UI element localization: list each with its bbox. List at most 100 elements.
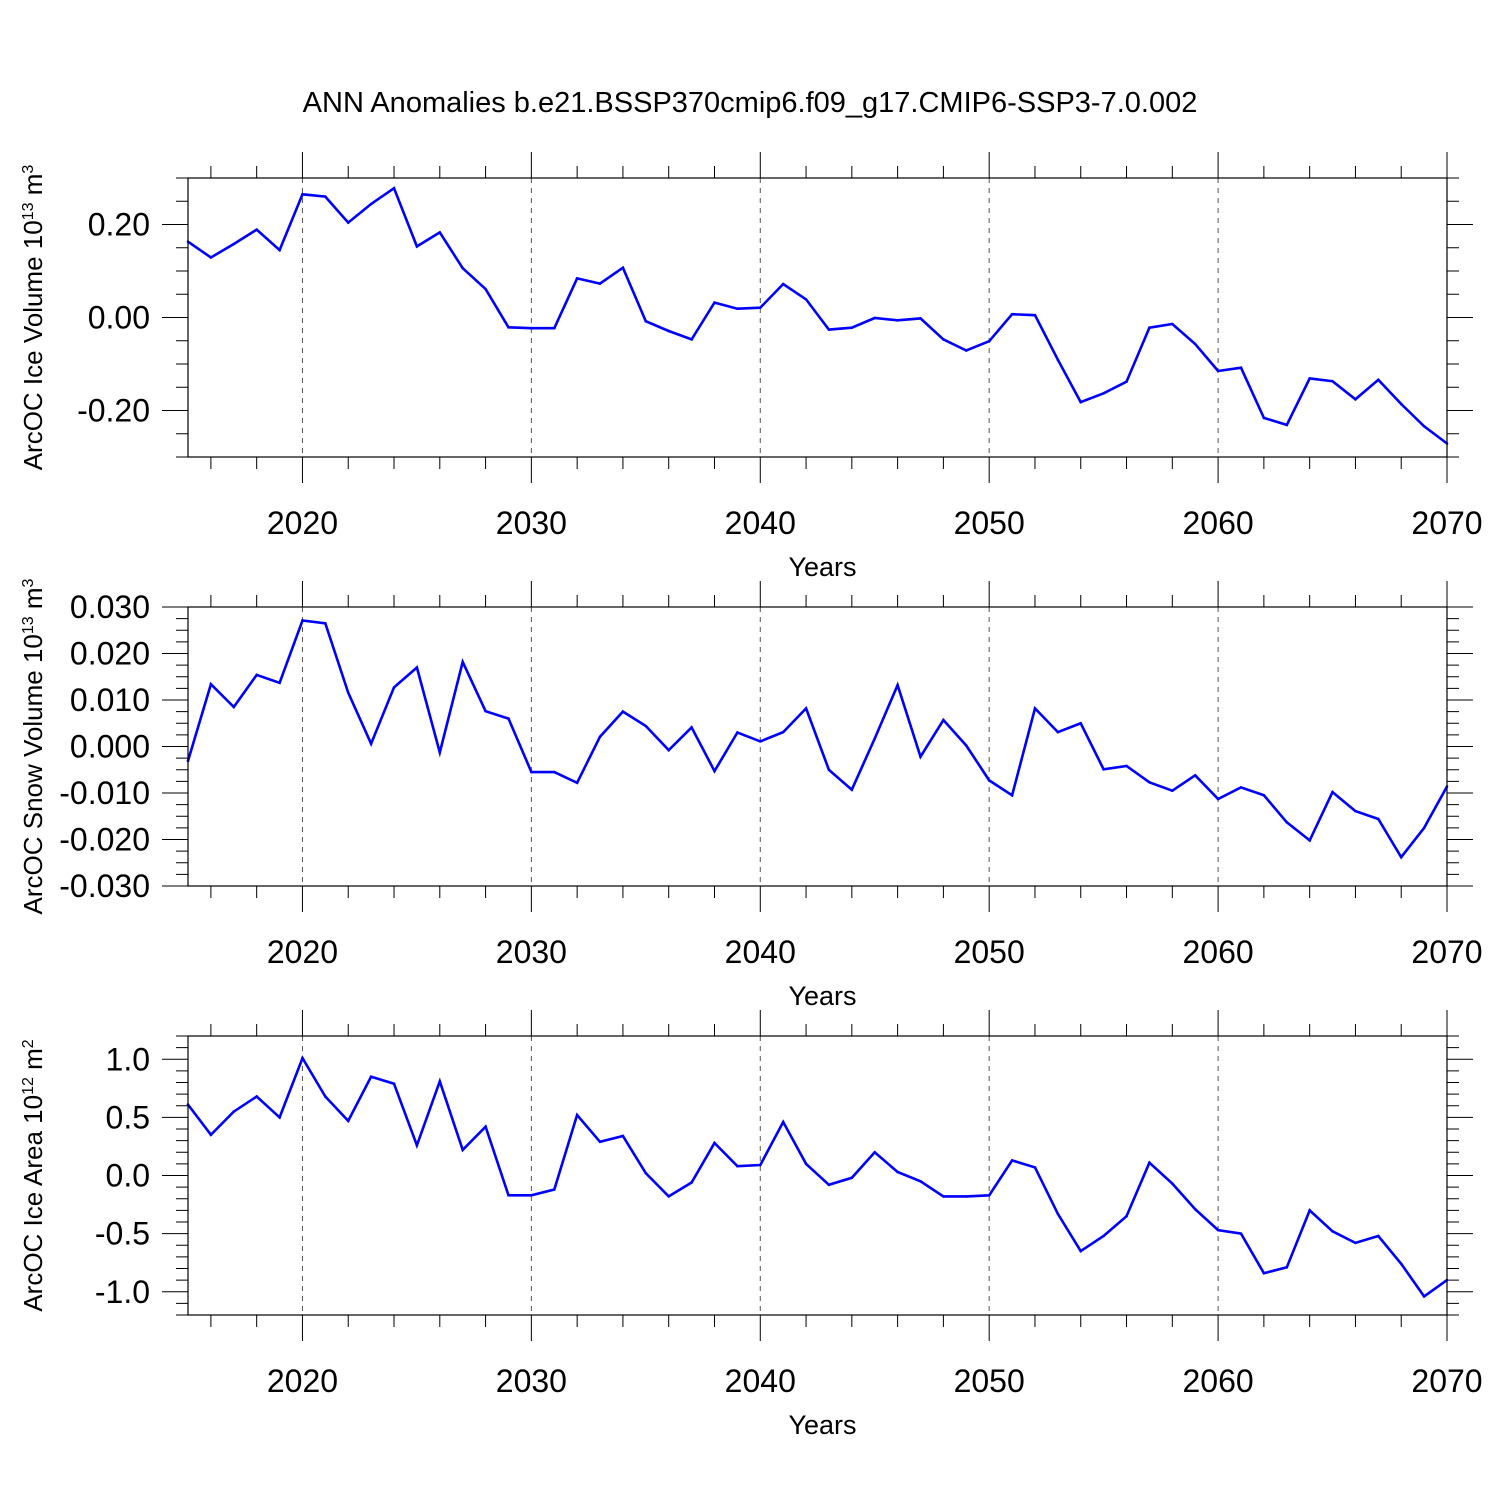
- snow-volume-point: [324, 621, 327, 625]
- ice-area-x-axis-label: Years: [788, 1410, 856, 1440]
- y-tick-label: -1.0: [95, 1274, 150, 1310]
- ice-volume-point: [987, 339, 991, 343]
- snow-volume-point: [919, 755, 922, 759]
- ice-volume-point: [781, 282, 785, 286]
- ice-area-point: [301, 1056, 304, 1060]
- ice-area-point: [1102, 1234, 1105, 1238]
- snow-volume-point: [1010, 794, 1014, 797]
- ice-area-point: [1308, 1209, 1311, 1212]
- ice-area-point: [575, 1113, 579, 1117]
- x-tick-label: 2060: [1182, 1363, 1253, 1399]
- ice-area-point: [1262, 1271, 1266, 1275]
- snow-volume-point: [1422, 826, 1426, 830]
- ice-volume-point: [1308, 377, 1311, 380]
- snow-volume-point: [827, 768, 831, 772]
- ice-volume-point: [278, 248, 281, 252]
- snow-volume-point: [1125, 764, 1128, 768]
- ice-area-point: [1056, 1212, 1060, 1216]
- y-tick-label: -0.20: [77, 393, 150, 429]
- ice-volume-point: [896, 318, 899, 322]
- ice-volume-point: [1102, 391, 1105, 395]
- snow-volume-point: [438, 751, 442, 754]
- ice-volume-point: [1056, 358, 1060, 362]
- x-tick-label: 2070: [1411, 1363, 1482, 1399]
- ice-volume-point: [942, 338, 945, 341]
- ice-volume-point: [1262, 416, 1266, 420]
- ice-area-point: [324, 1095, 327, 1098]
- ice-area-point: [667, 1195, 671, 1198]
- snow-volume-point: [232, 705, 236, 709]
- snow-volume-point: [1193, 774, 1197, 777]
- x-tick-label: 2020: [267, 505, 338, 541]
- ice-volume-point: [621, 266, 625, 270]
- snow-volume-point: [507, 717, 510, 720]
- snow-volume-point: [1354, 809, 1357, 813]
- x-tick-label: 2070: [1411, 505, 1482, 541]
- ice-volume-point: [324, 195, 327, 198]
- snow-volume-series-line: [186, 619, 1449, 860]
- y-tick-label: 0.020: [70, 636, 150, 672]
- x-tick-label: 2050: [954, 1363, 1025, 1399]
- ice-volume-point: [1377, 378, 1380, 382]
- y-tick-label: 0.030: [70, 589, 150, 625]
- ice-volume-point: [255, 228, 258, 231]
- snow-volume-panel: 2020 2030 2040 2050 2060 2070 0.030 0.020 0.010 0…: [18, 578, 1483, 1011]
- x-tick-label: 2040: [725, 934, 796, 970]
- snow-volume-point: [1216, 797, 1220, 801]
- ice-volume-point: [530, 326, 533, 330]
- ice-area-point: [804, 1162, 808, 1166]
- ice-area-point: [552, 1188, 556, 1191]
- ice-volume-point: [507, 325, 510, 329]
- ice-volume-x-axis-label: Years: [788, 552, 856, 582]
- snow-volume-point: [1056, 730, 1060, 734]
- snow-volume-point: [1171, 789, 1174, 792]
- ice-area-point: [346, 1119, 350, 1123]
- ice-area-point: [873, 1150, 877, 1154]
- ice-volume-point: [209, 256, 213, 259]
- snow-volume-point: [461, 660, 464, 664]
- ice-volume-point: [1216, 369, 1220, 373]
- ice-area-point: [1216, 1228, 1220, 1232]
- snow-volume-point: [758, 740, 762, 743]
- ice-area-point: [919, 1180, 922, 1183]
- ice-volume-point: [552, 326, 556, 330]
- ice-area-point: [1148, 1161, 1151, 1165]
- panels: 2020 2030 2040 2050 2060 2070 0.20 0.00 -0.20 Yea…: [18, 152, 1483, 1440]
- snow-volume-x-axis-label: Years: [788, 981, 856, 1011]
- snow-volume-plot-frame: [187, 606, 1448, 887]
- ice-area-point: [1354, 1241, 1357, 1245]
- ice-volume-point: [598, 282, 602, 285]
- y-tick-label: 0.010: [70, 682, 150, 718]
- ice-area-point: [1239, 1232, 1243, 1235]
- ice-area-plot-frame: [187, 1035, 1448, 1316]
- snow-volume-point: [804, 707, 808, 710]
- snow-volume-point: [1079, 721, 1083, 725]
- ice-volume-plot-frame: [187, 177, 1448, 458]
- snow-volume-point: [598, 735, 602, 739]
- ice-area-point: [1079, 1249, 1083, 1253]
- ice-volume-point: [919, 317, 922, 320]
- snow-volume-point: [484, 709, 487, 713]
- ice-volume-point: [1125, 380, 1128, 383]
- snow-volume-point: [873, 737, 877, 740]
- ice-area-point: [392, 1082, 396, 1085]
- snow-volume-point: [1033, 707, 1037, 710]
- ice-area-point: [369, 1075, 373, 1078]
- ice-volume-point: [438, 231, 442, 234]
- ice-area-point: [438, 1080, 442, 1083]
- ice-area-panel: 2020 2030 2040 2050 2060 2070 1.0 0.5 0.0 -0.5 -1.…: [18, 1010, 1483, 1440]
- ice-volume-point: [713, 301, 716, 304]
- ice-volume-point: [1399, 402, 1403, 406]
- ice-area-point: [255, 1095, 258, 1098]
- snow-volume-point: [644, 724, 648, 728]
- ice-area-point: [1193, 1207, 1197, 1211]
- snow-volume-point: [1377, 817, 1380, 821]
- ice-volume-point: [736, 307, 739, 310]
- x-tick-label: 2020: [267, 934, 338, 970]
- ice-area-point: [690, 1181, 693, 1184]
- snow-volume-point: [781, 730, 785, 734]
- y-tick-label: 0.000: [70, 729, 150, 765]
- ice-volume-point: [232, 242, 236, 246]
- ice-volume-point: [1171, 322, 1174, 326]
